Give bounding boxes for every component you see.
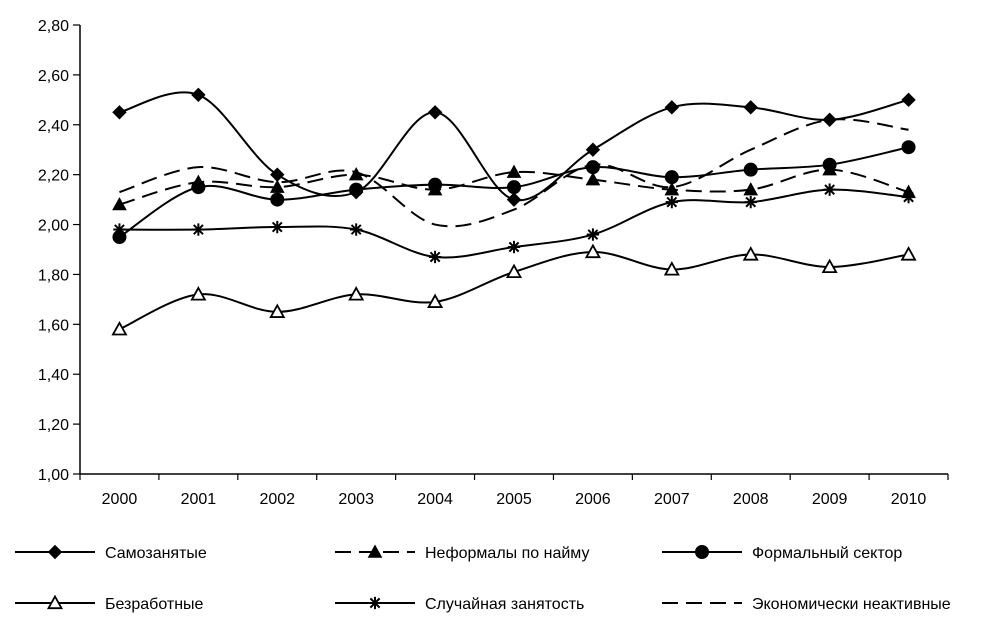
data-point: [270, 167, 285, 182]
y-tick-label: 2,80: [38, 18, 69, 35]
data-point: [269, 179, 285, 193]
data-point: [743, 162, 758, 177]
legend-marker: [46, 594, 64, 610]
x-tick-label: 2001: [181, 491, 217, 508]
data-point: [270, 192, 285, 207]
y-tick-label: 2,40: [38, 118, 69, 135]
data-point: [191, 87, 206, 103]
data-point: [271, 220, 284, 234]
data-point: [665, 195, 678, 209]
legend-item: Экономически неактивные: [662, 596, 951, 613]
series-line: [119, 91, 909, 202]
data-point: [821, 258, 838, 274]
data-point: [586, 228, 600, 241]
data-point: [112, 197, 127, 211]
series-markers: [111, 243, 917, 336]
y-tick-label: 2,60: [38, 68, 69, 85]
data-point: [585, 172, 601, 186]
y-tick-label: 1,80: [38, 267, 69, 284]
series-markers: [113, 183, 915, 264]
data-point: [585, 160, 600, 175]
data-point: [585, 142, 601, 157]
legend-item: Самозанятые: [15, 544, 207, 562]
x-tick-label: 2006: [575, 491, 611, 508]
series-markers: [112, 140, 916, 245]
data-point: [192, 223, 205, 236]
data-point: [744, 195, 757, 209]
data-point: [822, 112, 837, 127]
legend-label: Безработные: [105, 596, 204, 613]
data-point: [901, 92, 916, 108]
x-tick-label: 2000: [102, 491, 138, 508]
data-point: [428, 177, 443, 192]
legend-marker: [367, 544, 383, 558]
data-point: [742, 246, 759, 261]
data-point: [743, 182, 759, 196]
data-point: [901, 140, 916, 155]
data-point: [664, 170, 679, 185]
legend-item: Неформалы по найму: [335, 544, 589, 562]
legend-label: Экономически неактивные: [752, 596, 951, 613]
data-point: [427, 105, 443, 120]
data-point: [506, 192, 522, 207]
legend-label: Самозанятые: [105, 545, 207, 562]
data-point: [505, 263, 523, 279]
data-point: [743, 100, 758, 115]
data-point: [349, 182, 364, 197]
data-point: [190, 286, 207, 301]
x-tick-label: 2005: [496, 491, 532, 508]
legend-label: Формальный сектор: [752, 545, 902, 562]
series-line: [119, 118, 909, 228]
legend-marker: [368, 596, 382, 610]
y-tick-label: 1,60: [38, 317, 69, 334]
data-point: [507, 180, 521, 195]
series-line: [119, 250, 909, 331]
series-markers: [112, 87, 916, 207]
data-point: [112, 105, 127, 120]
legend-label: Случайная занятость: [425, 596, 584, 613]
data-point: [113, 223, 126, 236]
x-tick-label: 2010: [891, 491, 927, 508]
axes: 1,00 1,20 1,40 1,60 1,80 2,00 2,20 2,40 2,60 2,80…: [38, 18, 949, 508]
x-tick-label: 2004: [417, 491, 453, 508]
x-tick-label: 2003: [338, 491, 374, 508]
data-point: [584, 243, 601, 259]
y-tick-label: 1,20: [38, 417, 69, 434]
x-tick-label: 2002: [259, 491, 295, 508]
y-tick-label: 2,20: [38, 168, 69, 185]
y-tick-label: 1,00: [38, 467, 69, 484]
legend-item: Случайная занятость: [335, 596, 584, 613]
data-point: [902, 190, 915, 204]
legend-marker: [695, 545, 709, 559]
data-point: [664, 100, 680, 115]
data-point: [507, 240, 521, 254]
data-point: [664, 182, 680, 196]
legend-marker: [47, 544, 63, 560]
legend-item: Безработные: [15, 594, 204, 613]
legend-item: Формальный сектор: [662, 545, 902, 562]
legend-label: Неформалы по найму: [425, 545, 589, 562]
data-point: [350, 223, 363, 236]
data-point: [269, 303, 286, 318]
legend: Самозанятые Неформалы по найму Формальный …: [15, 544, 951, 613]
data-point: [506, 164, 522, 178]
y-tick-label: 1,40: [38, 367, 69, 384]
data-point: [428, 250, 442, 264]
y-tick-label: 2,00: [38, 218, 69, 235]
data-point: [191, 180, 206, 195]
data-point: [348, 167, 364, 181]
x-tick-label: 2007: [654, 491, 690, 508]
x-tick-label: 2009: [812, 491, 848, 508]
data-point: [348, 286, 365, 301]
data-point: [822, 157, 837, 172]
series-lines: [111, 87, 917, 336]
data-point: [900, 246, 917, 261]
data-point: [823, 183, 836, 196]
x-tick-label: 2008: [733, 491, 769, 508]
data-point: [663, 261, 680, 276]
data-point: [111, 320, 128, 336]
data-point: [427, 293, 444, 308]
